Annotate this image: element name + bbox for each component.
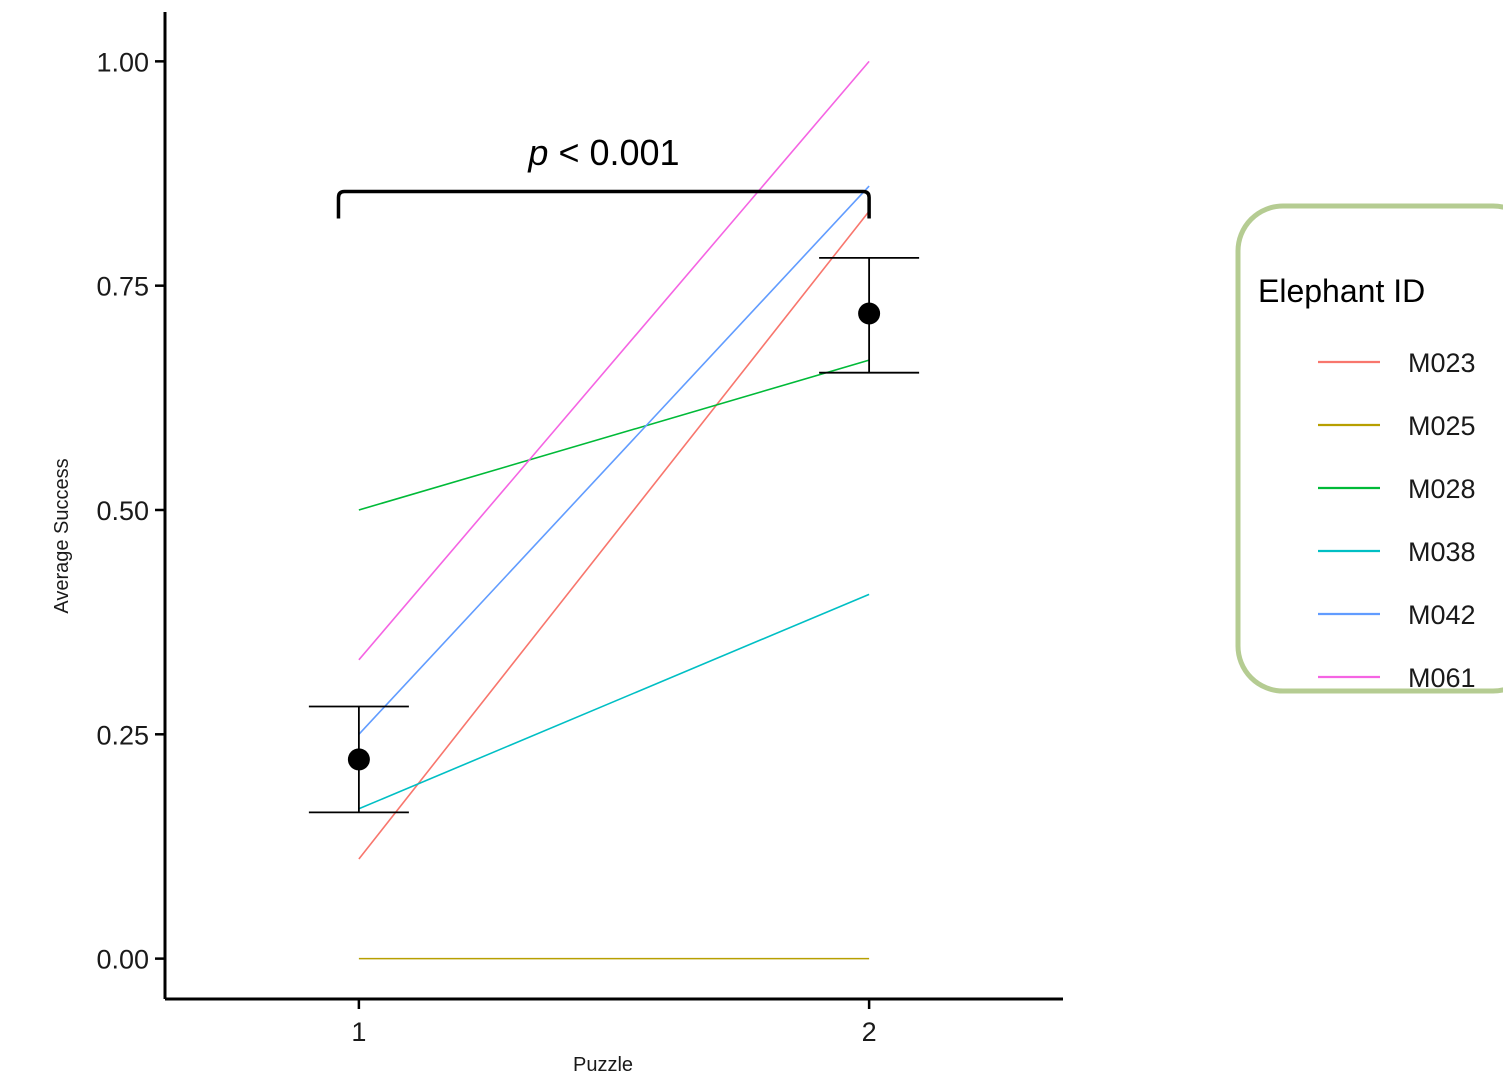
y-tick-label: 0.75 xyxy=(96,272,149,302)
y-tick-label: 0.50 xyxy=(96,496,149,526)
significance-bracket xyxy=(336,189,871,219)
series-line-m061 xyxy=(358,60,870,661)
y-axis-title: Average Success xyxy=(51,458,73,613)
axes-layer xyxy=(163,12,1063,1001)
mean-point xyxy=(858,302,881,325)
legend-label-m061: M061 xyxy=(1408,663,1476,693)
series-line-m023 xyxy=(358,210,870,860)
significance-annotation: p < 0.001 xyxy=(336,132,871,219)
p-value-label: p < 0.001 xyxy=(527,132,679,173)
x-tick-label: 1 xyxy=(351,1017,366,1047)
series-lines-layer xyxy=(358,60,870,960)
legend-title: Elephant ID xyxy=(1258,273,1425,309)
legend: Elephant ID M023 M025 M028 M038 M042 M061 xyxy=(1235,203,1503,694)
series-line-m042 xyxy=(358,185,870,735)
p-symbol: p xyxy=(527,132,548,173)
x-axis-title: Puzzle xyxy=(573,1054,633,1076)
x-tick-label: 2 xyxy=(862,1017,877,1047)
legend-label-m042: M042 xyxy=(1408,600,1476,630)
legend-box xyxy=(1235,203,1503,694)
legend-label-m025: M025 xyxy=(1408,411,1476,441)
mean-point xyxy=(347,748,370,771)
y-ticks-layer: 0.00 0.25 0.50 0.75 1.00 xyxy=(96,47,165,975)
legend-label-m028: M028 xyxy=(1408,474,1476,504)
y-tick-label: 1.00 xyxy=(96,47,149,77)
legend-label-m038: M038 xyxy=(1408,537,1476,567)
legend-label-m023: M023 xyxy=(1408,348,1476,378)
summary-layer xyxy=(308,256,920,814)
y-tick-label: 0.25 xyxy=(96,720,149,750)
series-line-m038 xyxy=(358,593,870,810)
legend-items: M023 M025 M028 M038 M042 M061 xyxy=(1318,348,1476,693)
y-tick-label: 0.00 xyxy=(96,945,149,975)
series-line-m028 xyxy=(358,359,870,511)
p-value-text: < 0.001 xyxy=(548,132,679,173)
